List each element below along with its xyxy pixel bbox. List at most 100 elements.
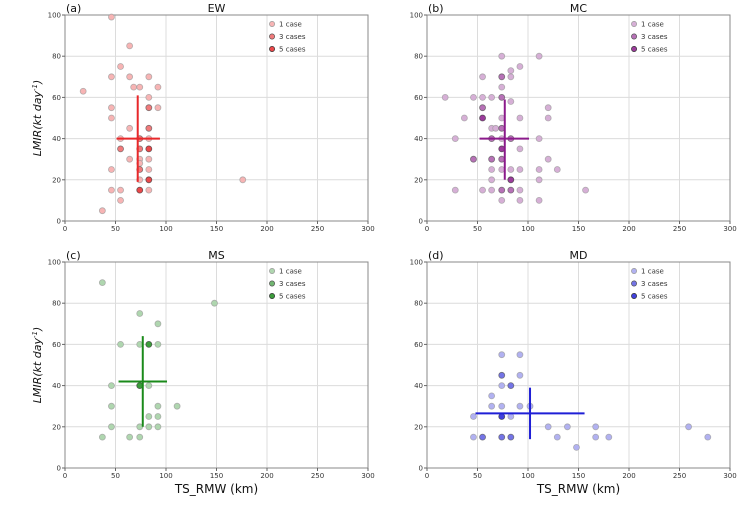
- data-point: [145, 186, 153, 194]
- legend-marker: [269, 33, 275, 40]
- y-tick-label: 0: [57, 218, 61, 226]
- data-point: [516, 114, 524, 122]
- data-point: [516, 196, 524, 204]
- data-point: [117, 196, 124, 204]
- data-point: [507, 433, 515, 441]
- y-axis-label-exponent: -1: [31, 84, 39, 91]
- x-axis-label: TS_RMW (km): [174, 482, 258, 496]
- data-point: [605, 433, 613, 441]
- x-tick-label: 250: [311, 472, 324, 480]
- x-tick-label: 150: [572, 472, 585, 480]
- y-tick-label: 60: [414, 341, 423, 349]
- legend-marker: [631, 33, 638, 40]
- data-point: [544, 423, 552, 431]
- data-point: [145, 413, 153, 420]
- data-point: [145, 340, 153, 348]
- y-tick-label: 40: [52, 135, 61, 143]
- data-point: [492, 124, 500, 132]
- data-point: [154, 402, 162, 410]
- panel-title: MS: [208, 249, 224, 262]
- data-point: [451, 186, 459, 194]
- y-tick-label: 60: [52, 94, 61, 102]
- legend: 1 case 3 cases 5 cases: [269, 21, 306, 54]
- legend: 1 case 3 cases 5 cases: [269, 268, 306, 301]
- data-point: [498, 351, 506, 359]
- x-tick-label: 50: [111, 225, 120, 233]
- data-point: [535, 135, 543, 143]
- y-tick-label: 80: [52, 300, 61, 308]
- legend-label: 5 cases: [279, 46, 306, 54]
- legend-label: 3 cases: [641, 280, 668, 288]
- legend-label: 3 cases: [279, 280, 306, 288]
- data-point: [108, 104, 115, 112]
- x-tick-label: 300: [361, 472, 374, 480]
- data-point: [488, 392, 496, 400]
- data-point: [145, 155, 153, 163]
- data-point: [563, 423, 571, 431]
- x-tick-label: 300: [723, 225, 736, 233]
- y-axis-label: LMIR(kt day-1): [31, 80, 44, 157]
- data-point: [507, 186, 515, 194]
- legend: 1 case 3 cases 5 cases: [631, 21, 668, 54]
- data-point: [507, 98, 515, 105]
- y-tick-label: 100: [410, 259, 423, 267]
- x-tick-label: 300: [361, 225, 374, 233]
- x-tick-label: 250: [311, 225, 324, 233]
- data-point: [488, 176, 496, 184]
- data-point: [488, 186, 496, 194]
- data-point: [507, 67, 515, 75]
- y-tick-label: 60: [52, 341, 61, 349]
- data-point: [544, 114, 552, 122]
- data-point: [516, 166, 524, 173]
- data-point: [145, 176, 153, 184]
- data-point: [451, 135, 459, 143]
- data-point: [498, 402, 506, 410]
- data-point: [498, 83, 506, 91]
- legend-marker: [631, 293, 638, 299]
- data-point: [136, 186, 144, 194]
- y-tick-label: 20: [414, 423, 423, 431]
- x-tick-label: 0: [425, 472, 429, 480]
- data-point: [488, 94, 496, 101]
- data-point: [535, 176, 543, 184]
- x-tick-label: 100: [521, 472, 534, 480]
- legend-marker: [631, 21, 638, 27]
- data-point: [479, 104, 486, 112]
- data-point: [154, 104, 162, 112]
- legend-marker: [269, 280, 275, 287]
- data-point: [535, 52, 543, 60]
- legend: 1 case 3 cases 5 cases: [631, 268, 668, 301]
- x-tick-label: 150: [572, 225, 585, 233]
- x-tick-label: 100: [159, 225, 172, 233]
- data-point: [488, 155, 496, 163]
- data-point: [479, 94, 486, 101]
- panel-ms: 0 50 100 150 200 250 300 0 20 40 60 80 100 MS (c) TS_RM…: [31, 249, 375, 496]
- data-point: [154, 83, 162, 91]
- x-tick-label: 300: [723, 472, 736, 480]
- data-point: [98, 207, 106, 215]
- legend-marker: [631, 268, 638, 274]
- data-point: [136, 433, 144, 441]
- x-tick-label: 200: [260, 225, 273, 233]
- legend-label: 5 cases: [641, 46, 668, 54]
- y-axis-label: LMIR(kt day-1): [31, 327, 44, 404]
- data-point: [479, 186, 486, 194]
- data-point: [117, 145, 124, 153]
- data-point: [479, 73, 486, 81]
- data-point: [79, 87, 87, 95]
- data-point: [441, 94, 449, 101]
- data-point: [479, 433, 486, 441]
- x-tick-label: 50: [473, 472, 482, 480]
- y-tick-label: 20: [52, 423, 61, 431]
- y-tick-label: 20: [414, 176, 423, 184]
- legend-label: 1 case: [279, 268, 302, 276]
- y-tick-label: 60: [414, 94, 423, 102]
- data-point: [516, 402, 524, 410]
- x-tick-label: 200: [260, 472, 273, 480]
- data-point: [130, 83, 138, 91]
- legend-label: 5 cases: [641, 293, 668, 301]
- data-point: [117, 63, 124, 70]
- data-point: [592, 433, 600, 441]
- data-point: [108, 186, 115, 194]
